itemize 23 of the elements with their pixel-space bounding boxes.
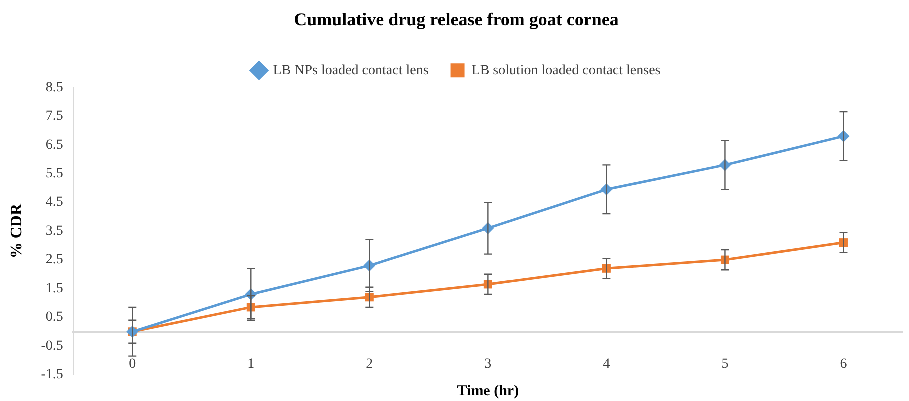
x-tick-label: 5 [722, 356, 729, 372]
legend-label: LB solution loaded contact lenses [472, 63, 661, 78]
y-tick-label: 8.5 [46, 80, 64, 96]
y-tick-label: 2.5 [46, 252, 64, 268]
x-tick-label: 6 [840, 356, 848, 372]
y-tick-label: 5.5 [46, 166, 64, 182]
x-tick-label: 3 [484, 356, 492, 372]
x-tick-label: 0 [129, 356, 136, 372]
y-tick-label: 1.5 [46, 281, 64, 296]
y-tick-label: 6.5 [46, 138, 64, 153]
x-tick-label: 1 [248, 356, 255, 372]
x-tick-label: 4 [603, 356, 610, 372]
y-tick-label: 0.5 [46, 310, 64, 326]
y-tick-label: -1.5 [41, 368, 64, 383]
legend-label: LB NPs loaded contact lens [273, 63, 429, 78]
y-tick-label: 4.5 [46, 195, 64, 210]
chart-title: Cumulative drug release from goat cornea [294, 9, 619, 30]
x-tick-label: 2 [366, 356, 374, 372]
y-tick-label: -0.5 [41, 338, 64, 354]
x-axis-title: Time (hr) [457, 383, 520, 400]
y-axis-title: % CDR [8, 204, 26, 259]
y-tick-label: 7.5 [46, 109, 64, 124]
y-tick-label: 3.5 [46, 224, 64, 239]
